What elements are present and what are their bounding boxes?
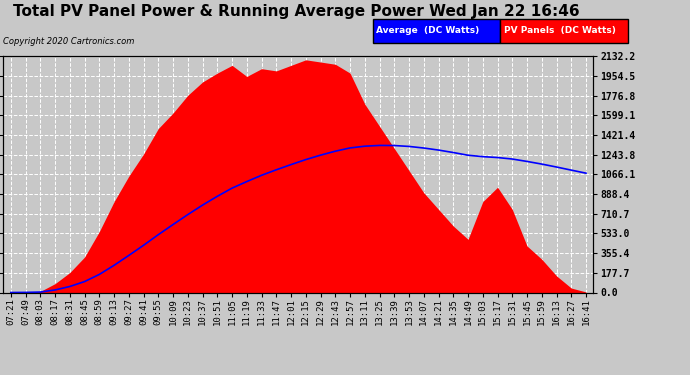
Text: Total PV Panel Power & Running Average Power Wed Jan 22 16:46: Total PV Panel Power & Running Average P… xyxy=(13,4,580,19)
Text: Copyright 2020 Cartronics.com: Copyright 2020 Cartronics.com xyxy=(3,38,135,46)
Text: Average  (DC Watts): Average (DC Watts) xyxy=(376,26,480,36)
Text: PV Panels  (DC Watts): PV Panels (DC Watts) xyxy=(504,26,615,36)
